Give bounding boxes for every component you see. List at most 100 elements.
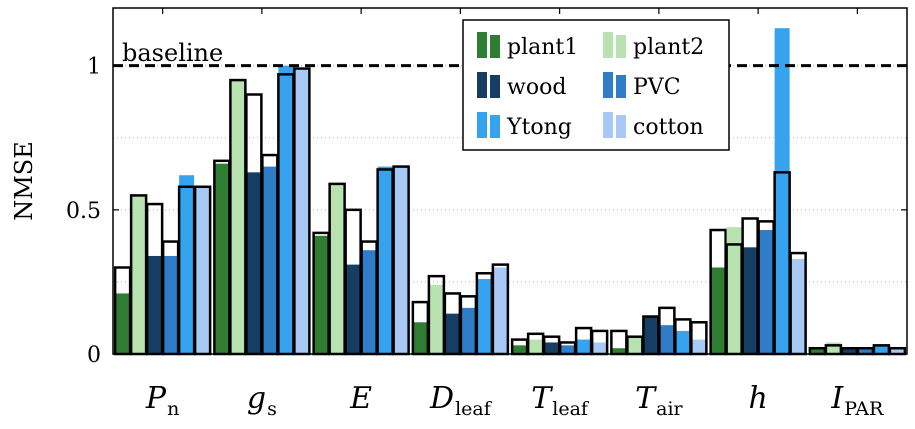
bar-plant2-6	[726, 227, 742, 354]
bar-wood-3	[444, 313, 460, 354]
bar-wood-6	[742, 247, 758, 354]
bar-Ytong-7	[873, 345, 889, 354]
plot-frame	[112, 7, 908, 355]
category-label-3: Dleaf	[429, 381, 493, 420]
bar-plant1-1	[214, 163, 230, 354]
legend-box	[462, 19, 730, 151]
bar-wood-7	[841, 348, 857, 354]
category-main-7: I	[830, 381, 844, 416]
legend-swatch-a-plant1	[477, 32, 487, 58]
category-sub-1: s	[267, 398, 277, 420]
category-sub-3: leaf	[455, 398, 493, 420]
bar-cotton-0	[195, 186, 211, 354]
legend-swatch-a-wood	[477, 72, 487, 98]
y-tick-label-0: 0	[87, 343, 101, 368]
bar-PVC-6	[758, 230, 774, 354]
category-label-7: IPAR	[830, 381, 884, 420]
bar-plant2-2	[329, 183, 345, 354]
category-label-0: Pn	[145, 381, 179, 420]
category-label-1: gs	[247, 381, 277, 420]
category-main-3: D	[429, 381, 454, 416]
y-axis-label: NMSE	[10, 141, 38, 221]
bar-cotton-2	[393, 166, 409, 354]
bar-PVC-1	[262, 166, 278, 354]
category-sub-7: PAR	[844, 398, 884, 420]
bar-cotton-7	[889, 348, 905, 354]
category-sub-5: air	[656, 398, 683, 420]
category-label-6: h	[748, 381, 767, 416]
bar-cotton-5	[691, 339, 707, 354]
bar-plant1-7	[809, 348, 825, 354]
legend-swatch-b-Ytong	[490, 115, 500, 138]
bars	[113, 28, 907, 356]
category-main-5: T	[635, 381, 657, 416]
bar-wood-5	[643, 316, 659, 354]
bar-plant2-0	[131, 195, 147, 354]
bar-plant1-4	[512, 345, 528, 354]
legend-label-PVC: PVC	[633, 75, 681, 100]
bar-wood-0	[147, 255, 163, 354]
category-main-2: E	[349, 381, 372, 416]
legend-swatch-b-cotton	[616, 115, 626, 138]
legend-swatch-b-PVC	[616, 75, 626, 98]
bar-plant1-6	[710, 267, 726, 354]
legend-label-cotton: cotton	[633, 115, 704, 140]
category-main-1: g	[247, 381, 266, 416]
bar-cotton-4	[592, 342, 608, 354]
bar-plant1-5	[611, 348, 627, 354]
legend-swatch-b-wood	[490, 75, 500, 98]
bar-cotton-6	[790, 258, 806, 354]
bar-plant2-7	[825, 342, 841, 354]
bar-Ytong-1	[278, 65, 294, 355]
bar-PVC-0	[163, 255, 179, 354]
legend-swatch-a-PVC	[603, 72, 613, 98]
bar-wood-4	[544, 342, 560, 354]
bar-plant2-3	[428, 284, 444, 354]
legend-label-plant2: plant2	[633, 35, 704, 60]
bar-Ytong-3	[476, 279, 492, 354]
bar-Ytong-5	[675, 330, 691, 354]
bar-plant2-1	[230, 80, 246, 354]
legend-label-Ytong: Ytong	[506, 115, 572, 140]
bar-wood-2	[345, 264, 361, 354]
bar-Ytong-2	[377, 166, 393, 354]
legend-label-plant1: plant1	[507, 35, 578, 60]
legend-swatch-a-plant2	[603, 32, 613, 58]
bar-Ytong-4	[576, 339, 592, 354]
bar-Ytong-6	[774, 28, 790, 355]
category-label-4: Tleaf	[531, 381, 590, 420]
legend-swatch-b-plant1	[490, 35, 500, 58]
bar-PVC-3	[460, 307, 476, 354]
category-main-6: h	[748, 381, 767, 416]
bar-cotton-3	[492, 267, 508, 354]
bar-PVC-2	[361, 250, 377, 354]
bar-cotton-1	[294, 68, 310, 355]
category-main-0: P	[145, 381, 167, 416]
bar-plant2-4	[528, 339, 544, 354]
y-tick-label-1: 0.5	[66, 199, 101, 224]
baseline-label: baseline	[122, 39, 223, 67]
bar-PVC-5	[659, 325, 675, 354]
legend-swatch-a-cotton	[603, 112, 613, 138]
legend-swatch-b-plant2	[616, 35, 626, 58]
category-label-5: Tair	[635, 381, 683, 420]
legend-label-wood: wood	[507, 75, 566, 100]
bar-PVC-4	[560, 345, 576, 354]
category-sub-4: leaf	[552, 398, 590, 420]
bar-plant1-2	[313, 235, 329, 354]
bar-Ytong-0	[179, 175, 195, 354]
bar-wood-1	[246, 172, 262, 354]
bar-PVC-7	[857, 348, 873, 354]
axes	[112, 7, 908, 355]
bar-plant2-5	[627, 336, 643, 354]
category-sub-0: n	[167, 398, 179, 420]
legend: plant1 plant2 wood PVC Ytong cotton	[462, 19, 730, 151]
category-label-2: E	[349, 381, 372, 416]
category-main-4: T	[531, 381, 553, 416]
bar-plant1-0	[115, 293, 131, 354]
bar-plant1-3	[412, 322, 428, 354]
legend-swatch-a-Ytong	[477, 112, 487, 138]
y-tick-label-2: 1	[87, 55, 101, 80]
